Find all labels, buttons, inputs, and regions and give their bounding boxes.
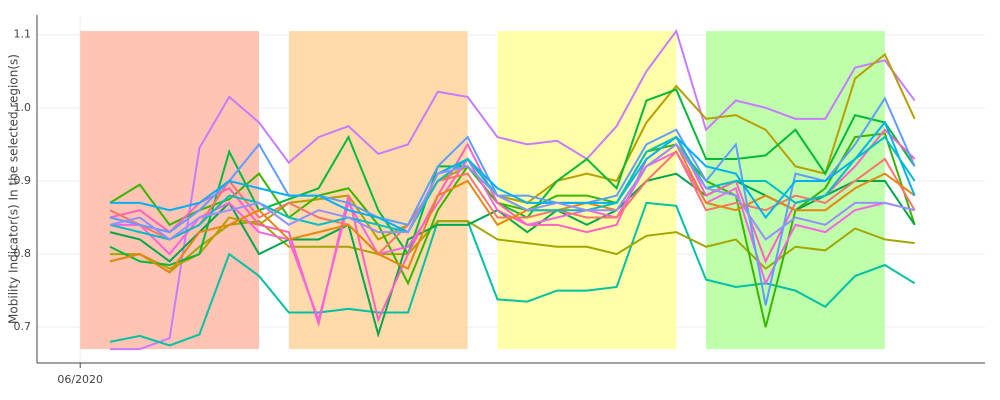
x-tick-label: 06/2020 <box>57 373 103 386</box>
series-line <box>109 88 916 267</box>
series-line <box>110 120 916 234</box>
series-line <box>110 220 915 274</box>
y-tick-label: 1.0 <box>14 101 32 114</box>
shaded-band <box>497 31 677 350</box>
y-tick-label: 1.1 <box>14 28 32 41</box>
series-line <box>109 142 916 274</box>
shaded-band <box>288 31 468 350</box>
series-line <box>109 132 916 328</box>
series-line <box>110 28 916 351</box>
series-line <box>109 201 916 347</box>
y-axis-label: Mobility Indicator(s) In the selected re… <box>7 54 21 324</box>
y-tick-label: 0.7 <box>14 320 32 333</box>
y-tick-label: 0.8 <box>14 247 32 260</box>
y-tick-label: 0.9 <box>14 174 32 187</box>
series-line <box>109 142 915 241</box>
series-line <box>109 52 916 270</box>
shaded-band <box>80 31 260 350</box>
